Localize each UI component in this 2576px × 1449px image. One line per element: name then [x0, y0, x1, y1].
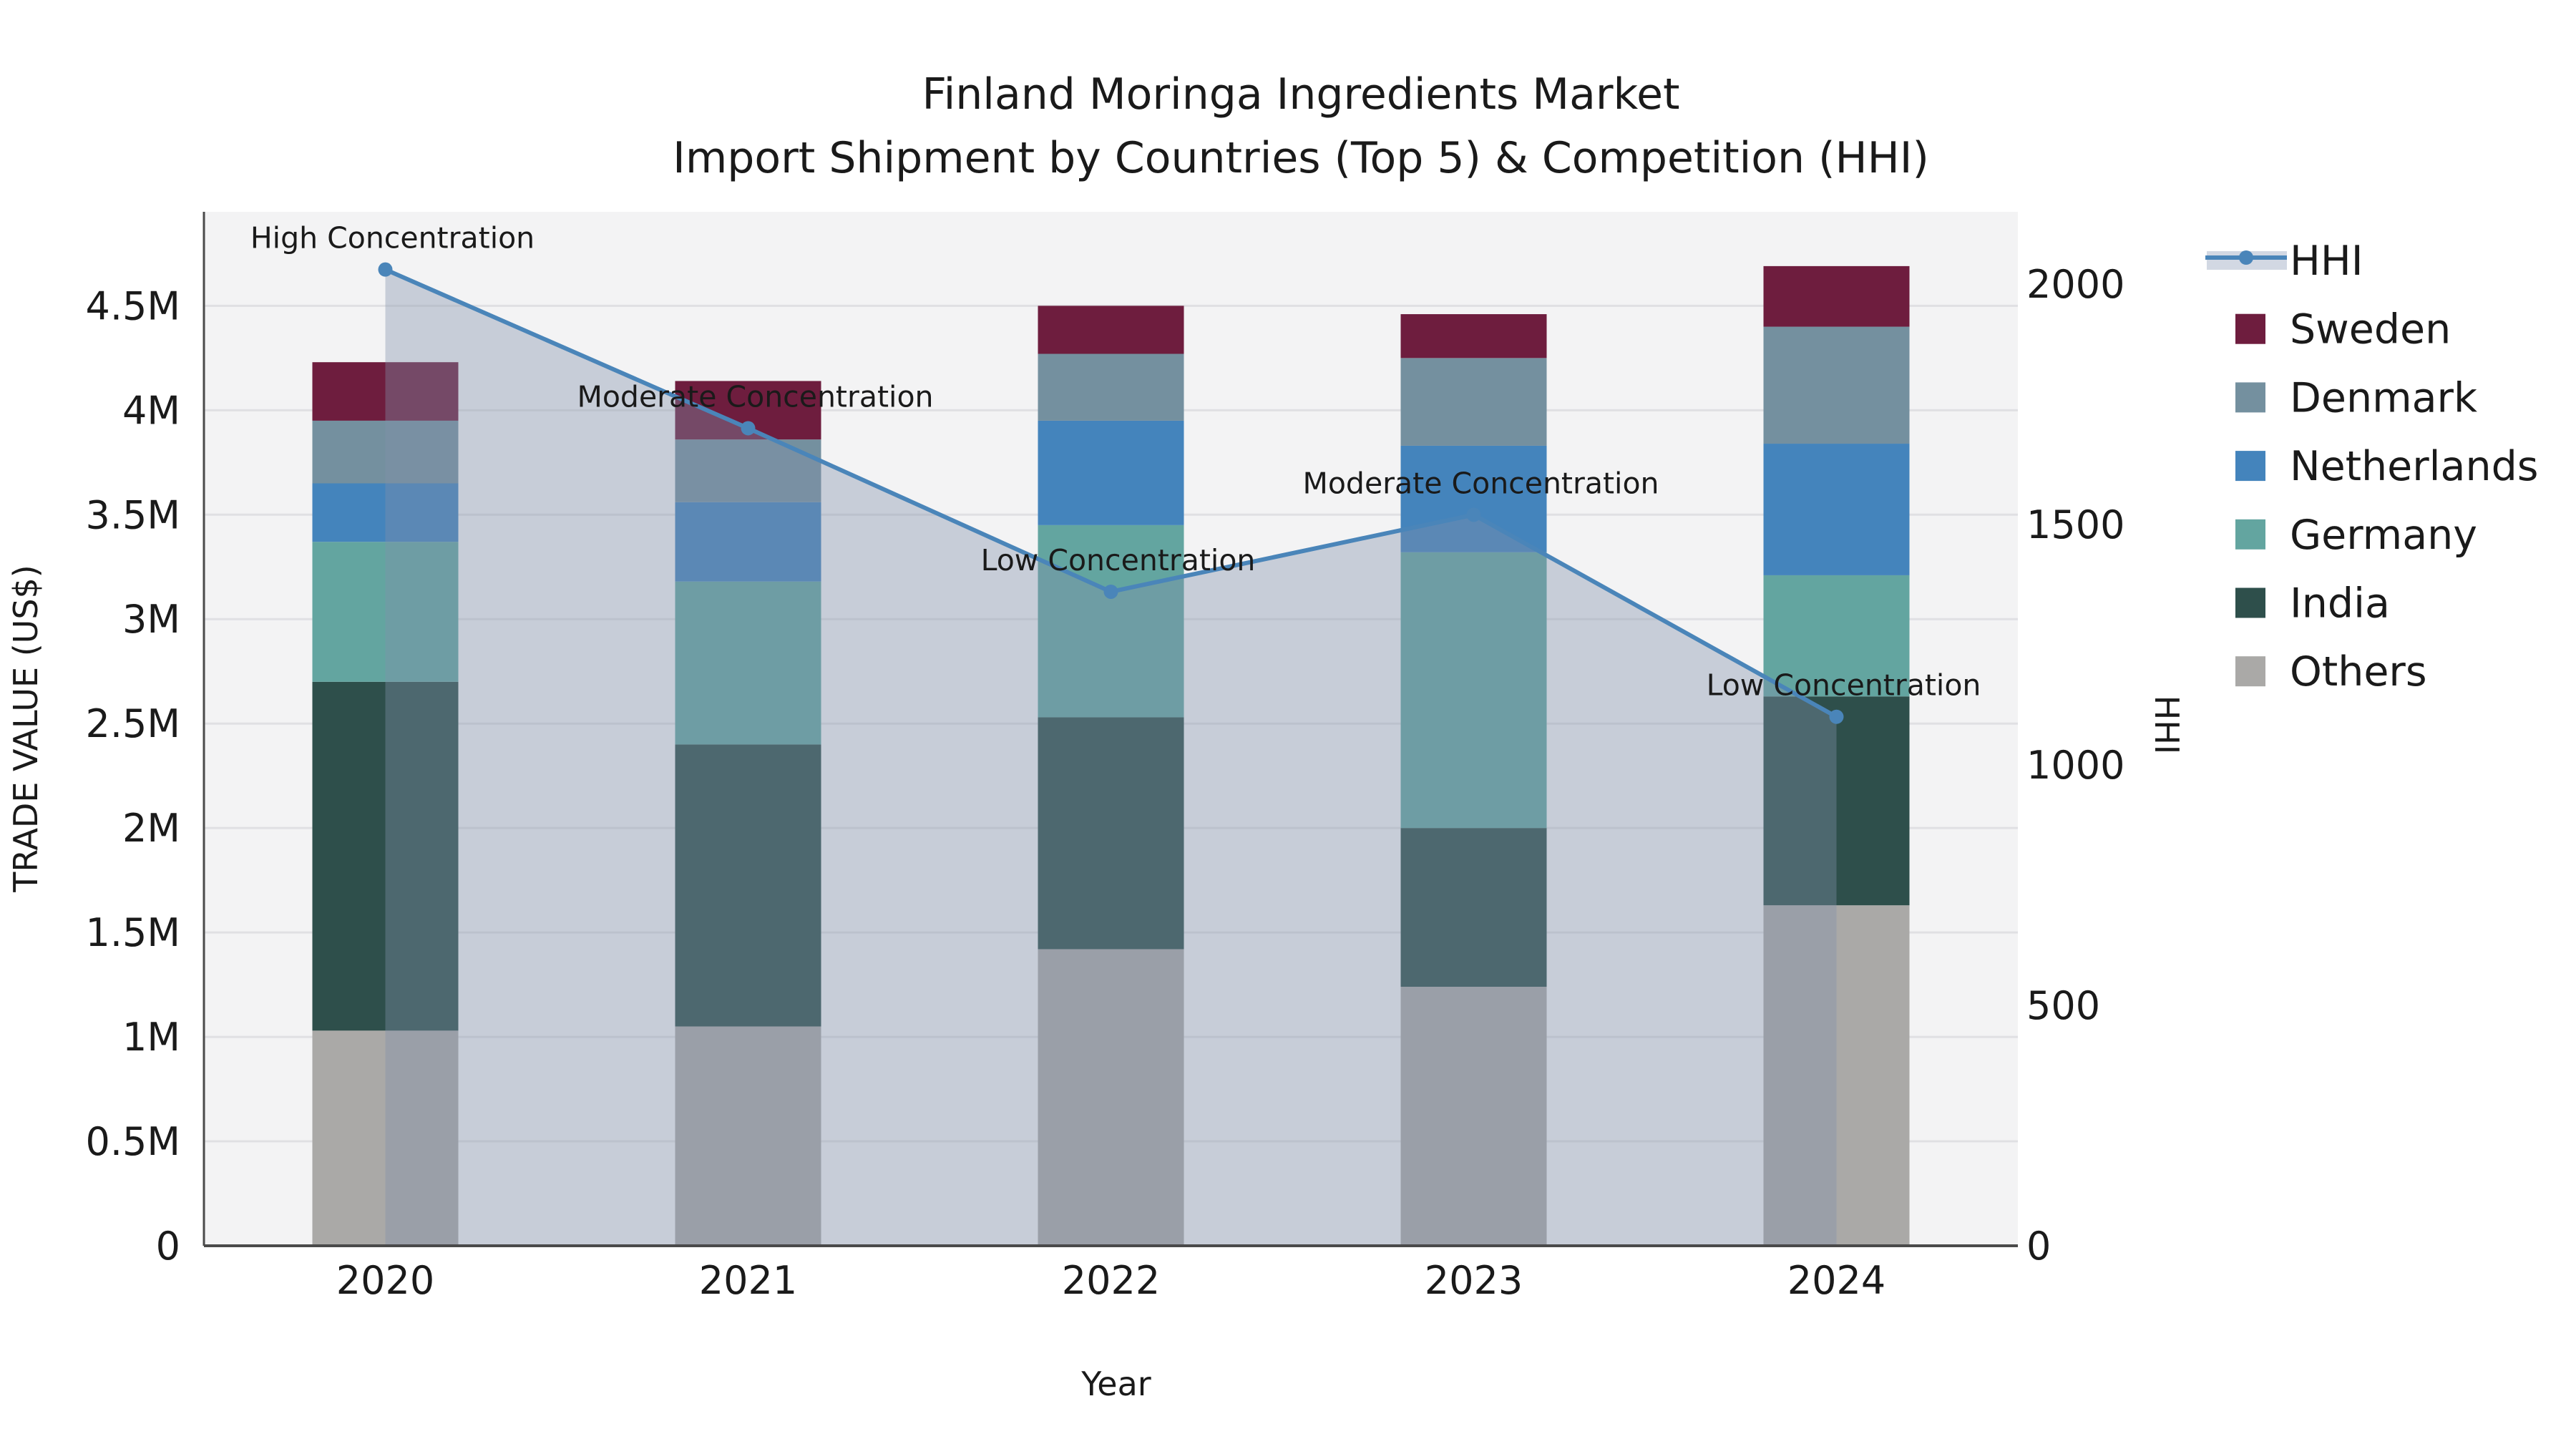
x-tick-label-2023: 2023 — [1425, 1258, 1523, 1303]
bar-segment-germany-2020 — [312, 542, 459, 682]
legend-swatch-germany — [2235, 519, 2265, 550]
bar-segment-others-2020 — [312, 1030, 459, 1246]
y-left-axis-label: TRADE VALUE (US$) — [6, 565, 45, 892]
bar-segment-india-2022 — [1038, 717, 1184, 950]
bar-segment-others-2024 — [1763, 905, 1910, 1246]
x-axis-label: Year — [1080, 1365, 1151, 1403]
bar-segment-denmark-2022 — [1038, 353, 1184, 421]
y-right-axis-label: HHI — [2147, 696, 2186, 755]
bar-segment-india-2021 — [675, 744, 821, 1027]
y-left-tick-label: 4.5M — [86, 283, 180, 328]
hhi-point-2023 — [1466, 507, 1481, 522]
y-left-tick-label: 1M — [122, 1015, 180, 1060]
legend-swatch-others — [2235, 656, 2265, 687]
annotation-2020: High Concentration — [250, 221, 535, 255]
bar-segment-denmark-2020 — [312, 420, 459, 484]
y-left-tick-label: 1.5M — [86, 910, 180, 955]
y-left-tick-label: 2.5M — [86, 701, 180, 746]
bar-segment-germany-2024 — [1763, 575, 1910, 697]
y-left-tick-label: 3.5M — [86, 492, 180, 537]
hhi-point-2021 — [741, 421, 756, 436]
bar-segment-sweden-2020 — [312, 362, 459, 421]
bar-segment-netherlands-2024 — [1763, 444, 1910, 575]
chart-title-line1: Finland Moringa Ingredients Market — [922, 69, 1679, 119]
legend-hhi-marker-icon — [2239, 250, 2253, 265]
bar-segment-india-2024 — [1763, 696, 1910, 906]
bar-segment-sweden-2022 — [1038, 306, 1184, 354]
annotation-2021: Moderate Concentration — [577, 379, 933, 414]
x-tick-label-2022: 2022 — [1062, 1258, 1160, 1303]
legend-label-germany: Germany — [2290, 512, 2477, 559]
chart-title-line2: Import Shipment by Countries (Top 5) & C… — [673, 133, 1929, 183]
y-right-tick-label: 0 — [2026, 1224, 2051, 1269]
bar-segment-others-2022 — [1038, 949, 1184, 1246]
hhi-point-2020 — [378, 262, 393, 277]
y-left-tick-label: 0 — [156, 1224, 180, 1269]
x-tick-label-2024: 2024 — [1787, 1258, 1885, 1303]
legend-label-denmark: Denmark — [2290, 374, 2477, 421]
y-right-tick-label: 1500 — [2026, 502, 2124, 547]
x-tick-label-2021: 2021 — [699, 1258, 797, 1303]
bar-segment-others-2021 — [675, 1026, 821, 1246]
annotation-2022: Low Concentration — [981, 543, 1256, 577]
bar-segment-india-2020 — [312, 681, 459, 1031]
y-left-tick-label: 2M — [122, 806, 180, 851]
bar-segment-sweden-2023 — [1400, 314, 1547, 358]
bar-segment-denmark-2024 — [1763, 326, 1910, 444]
y-left-tick-label: 4M — [122, 388, 180, 433]
bar-segment-netherlands-2023 — [1400, 445, 1547, 552]
legend-label-sweden: Sweden — [2290, 306, 2451, 353]
bar-segment-germany-2022 — [1038, 525, 1184, 718]
bar-segment-netherlands-2022 — [1038, 420, 1184, 525]
hhi-point-2022 — [1103, 584, 1118, 599]
legend-swatch-india — [2235, 587, 2265, 618]
y-right-tick-label: 500 — [2026, 983, 2100, 1028]
x-tick-label-2020: 2020 — [336, 1258, 434, 1303]
legend-swatch-denmark — [2235, 382, 2265, 413]
legend-swatch-sweden — [2235, 313, 2265, 344]
legend-label-india: India — [2290, 580, 2390, 628]
bar-segment-netherlands-2021 — [675, 502, 821, 582]
y-right-tick-label: 2000 — [2026, 262, 2124, 307]
legend-label-others: Others — [2290, 648, 2427, 696]
bar-segment-sweden-2024 — [1763, 265, 1910, 327]
y-left-tick-label: 3M — [122, 597, 180, 642]
annotation-2023: Moderate Concentration — [1302, 466, 1659, 500]
legend-label-hhi: HHI — [2290, 238, 2363, 285]
bar-segment-denmark-2023 — [1400, 358, 1547, 446]
hhi-area-fill — [385, 269, 1837, 1246]
y-left-tick-label: 0.5M — [86, 1119, 180, 1164]
y-right-tick-label: 1000 — [2026, 743, 2124, 788]
bar-segment-others-2023 — [1400, 987, 1547, 1246]
bar-segment-netherlands-2020 — [312, 483, 459, 542]
annotation-2024: Low Concentration — [1707, 668, 1981, 703]
hhi-point-2024 — [1829, 709, 1844, 724]
bar-segment-india-2023 — [1400, 828, 1547, 987]
legend-label-netherlands: Netherlands — [2290, 443, 2538, 490]
bar-segment-germany-2021 — [675, 581, 821, 745]
bar-segment-germany-2023 — [1400, 552, 1547, 829]
legend-swatch-netherlands — [2235, 451, 2265, 482]
